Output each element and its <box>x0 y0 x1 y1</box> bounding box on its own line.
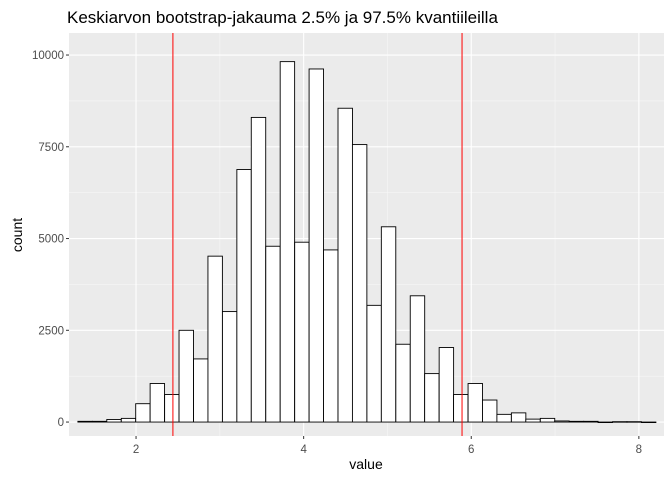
histogram-bar <box>120 417 137 423</box>
histogram-bar <box>438 347 455 423</box>
histogram-bar <box>250 116 267 423</box>
histogram-bars <box>77 61 657 424</box>
histogram-bar <box>482 399 498 423</box>
histogram-bar <box>308 68 324 423</box>
histogram-bar <box>641 421 657 424</box>
histogram-bar <box>337 107 353 423</box>
histogram-bar <box>164 394 180 423</box>
x-tick-label: 6 <box>468 444 474 456</box>
histogram-bar <box>221 311 238 423</box>
x-tick-label: 8 <box>636 444 642 456</box>
histogram-bar <box>178 329 194 423</box>
histogram-bar <box>77 420 93 423</box>
histogram-bar <box>496 413 512 423</box>
y-tick-label: 2500 <box>38 325 64 337</box>
histogram-bar <box>539 417 556 423</box>
quantile-lines <box>172 33 463 436</box>
histogram-bar <box>323 249 339 423</box>
x-tick-label: 4 <box>300 444 307 456</box>
x-axis-title: value <box>349 456 383 472</box>
y-tick-label: 10000 <box>32 50 64 62</box>
histogram-bar <box>207 255 223 423</box>
histogram-bar <box>554 420 570 423</box>
x-axis: 2 4 6 8 <box>133 436 642 456</box>
chart-title: Keskiarvon bootstrap-jakauma 2.5% ja 97.… <box>67 8 498 27</box>
histogram-bar <box>568 420 585 423</box>
histogram-bar <box>409 295 426 423</box>
histogram-bar <box>265 245 281 423</box>
histogram-bar <box>525 418 541 423</box>
histogram-bar <box>453 394 469 423</box>
histogram-bar <box>583 420 599 423</box>
y-tick-label: 0 <box>58 417 64 429</box>
histogram-bar <box>351 144 368 423</box>
histogram-bar <box>236 169 252 423</box>
histogram-bar <box>106 419 122 423</box>
histogram-bar <box>294 241 310 423</box>
histogram-bar <box>626 421 642 423</box>
y-axis: 0 2500 5000 7500 10000 <box>32 50 69 429</box>
histogram-bar <box>380 226 397 423</box>
histogram-bar <box>612 421 628 423</box>
histogram-bar <box>510 412 527 423</box>
histogram-bar <box>279 61 296 423</box>
y-tick-label: 7500 <box>38 142 64 154</box>
histogram-bar <box>597 421 613 424</box>
histogram-bar <box>149 383 166 423</box>
y-axis-title: count <box>9 218 25 252</box>
histogram-bar <box>193 358 209 423</box>
y-tick-label: 5000 <box>38 234 64 246</box>
histogram-bar <box>366 304 382 423</box>
histogram-bar <box>424 373 440 423</box>
x-tick-label: 2 <box>133 444 139 456</box>
histogram-bar <box>91 420 108 423</box>
histogram-bar <box>395 343 411 423</box>
histogram-bar <box>135 403 151 423</box>
histogram-bar <box>467 383 483 423</box>
